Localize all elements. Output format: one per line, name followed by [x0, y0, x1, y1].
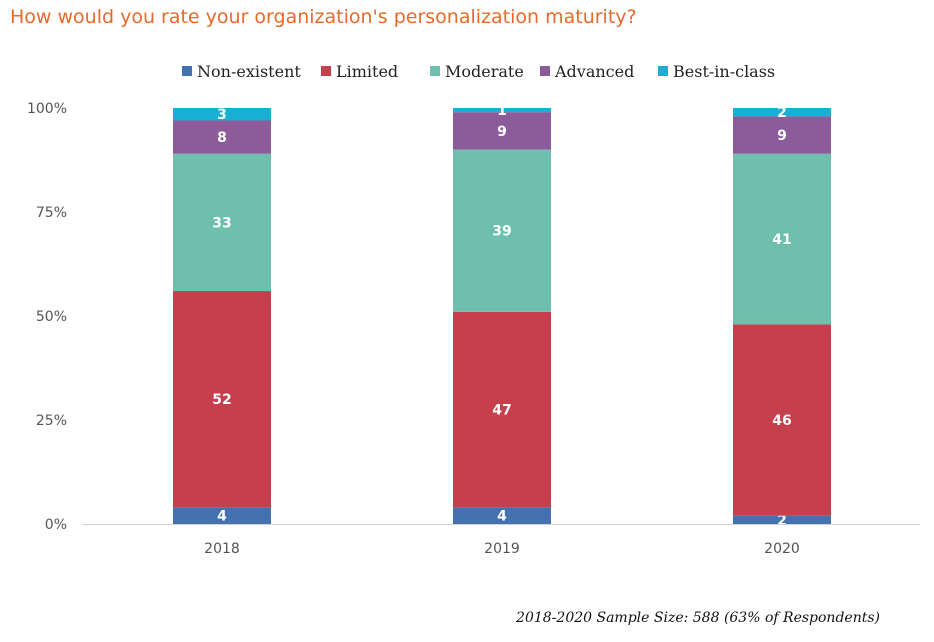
x-tick-label: 2020: [764, 541, 800, 557]
bar-segment-moderate: [733, 153, 831, 325]
data-label: 9: [497, 124, 507, 140]
legend: Non-existent Limited Moderate Advanced Best-…: [182, 62, 775, 81]
bar-segment-best-in-class: [173, 108, 271, 121]
data-label: 47: [492, 403, 511, 419]
bar-stack-2019: 4 47 39 9 1: [453, 103, 551, 525]
legend-label: Advanced: [554, 62, 634, 81]
bar-segment-advanced: [173, 120, 271, 154]
legend-swatch: [658, 66, 668, 76]
y-tick-label: 0%: [45, 517, 67, 533]
data-label: 2: [777, 513, 787, 529]
y-tick-label: 75%: [36, 205, 67, 221]
bar-segment-advanced: [453, 112, 551, 150]
legend-item-best-in-class: Best-in-class: [658, 62, 775, 81]
data-label: 2: [777, 105, 787, 121]
legend-label: Best-in-class: [673, 62, 775, 81]
data-label: 9: [777, 128, 787, 144]
y-axis: 0% 25% 50% 75% 100%: [27, 101, 67, 533]
legend-label: Moderate: [445, 62, 524, 81]
data-label: 3: [217, 107, 227, 123]
data-label: 39: [492, 224, 511, 240]
data-label: 4: [217, 509, 227, 525]
bar-segment-moderate: [173, 153, 271, 292]
y-tick-label: 50%: [36, 309, 67, 325]
data-label: 8: [217, 130, 227, 146]
data-label: 52: [212, 392, 231, 408]
y-tick-label: 25%: [36, 413, 67, 429]
bar-segment-limited: [733, 324, 831, 516]
legend-label: Limited: [336, 62, 398, 81]
legend-item-non-existent: Non-existent: [182, 62, 301, 81]
data-label: 33: [212, 215, 231, 231]
bar-segment-non-existent: [453, 507, 551, 524]
bar-segment-best-in-class: [453, 108, 551, 113]
bar-segment-limited: [453, 311, 551, 508]
bar-segment-limited: [173, 291, 271, 508]
bar-segment-advanced: [733, 116, 831, 154]
legend-swatch: [182, 66, 192, 76]
bar-stack-2020: 2 46 41 9 2: [733, 105, 831, 529]
x-tick-label: 2019: [484, 541, 520, 557]
bar-segment-moderate: [453, 149, 551, 312]
data-label: 1: [497, 103, 507, 119]
x-tick-label: 2018: [204, 541, 240, 557]
legend-item-limited: Limited: [321, 62, 398, 81]
legend-swatch: [321, 66, 331, 76]
legend-item-advanced: Advanced: [540, 62, 634, 81]
data-label: 4: [497, 509, 507, 525]
bar-segment-best-in-class: [733, 108, 831, 117]
footnote: 2018-2020 Sample Size: 588 (63% of Respo…: [516, 610, 880, 626]
y-tick-label: 100%: [27, 101, 67, 117]
bar-segment-non-existent: [173, 507, 271, 524]
data-label: 41: [772, 232, 791, 248]
chart-title: How would you rate your organization's p…: [10, 6, 637, 28]
legend-label: Non-existent: [197, 62, 301, 81]
legend-swatch: [540, 66, 550, 76]
bar-stack-2018: 4 52 33 8 3: [173, 107, 271, 525]
bars: 4 52 33 8 3 4 47 39 9 1 2 46 41 9 2: [173, 103, 831, 529]
legend-item-moderate: Moderate: [430, 62, 524, 81]
bar-segment-non-existent: [733, 515, 831, 524]
data-label: 46: [772, 413, 791, 429]
x-axis: 2018 2019 2020: [82, 524, 920, 557]
legend-swatch: [430, 66, 440, 76]
